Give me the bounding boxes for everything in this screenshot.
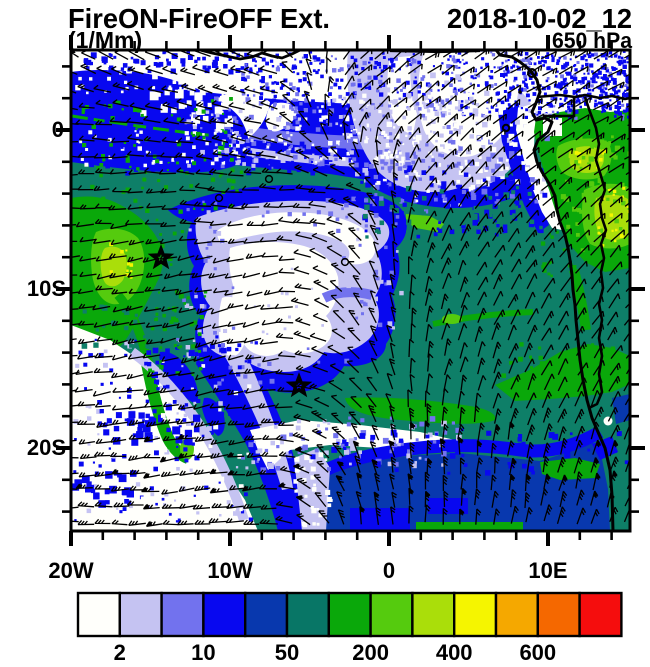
- svg-text:200: 200: [352, 640, 389, 665]
- svg-text:FireON-FireOFF Ext.: FireON-FireOFF Ext.: [68, 3, 330, 34]
- svg-text:10W: 10W: [207, 558, 252, 583]
- svg-text:(1/Mm): (1/Mm): [68, 27, 142, 53]
- svg-text:400: 400: [436, 640, 473, 665]
- svg-text:0: 0: [52, 117, 64, 142]
- svg-text:10E: 10E: [528, 558, 567, 583]
- svg-text:10S: 10S: [27, 276, 66, 301]
- svg-text:2018-10-02_12: 2018-10-02_12: [447, 3, 632, 34]
- svg-text:10: 10: [191, 640, 215, 665]
- svg-text:600: 600: [519, 640, 556, 665]
- svg-text:650 hPa: 650 hPa: [552, 28, 633, 53]
- svg-text:20W: 20W: [48, 558, 93, 583]
- svg-text:2: 2: [114, 640, 126, 665]
- svg-text:0: 0: [383, 558, 395, 583]
- svg-text:50: 50: [275, 640, 299, 665]
- svg-text:20S: 20S: [27, 435, 66, 460]
